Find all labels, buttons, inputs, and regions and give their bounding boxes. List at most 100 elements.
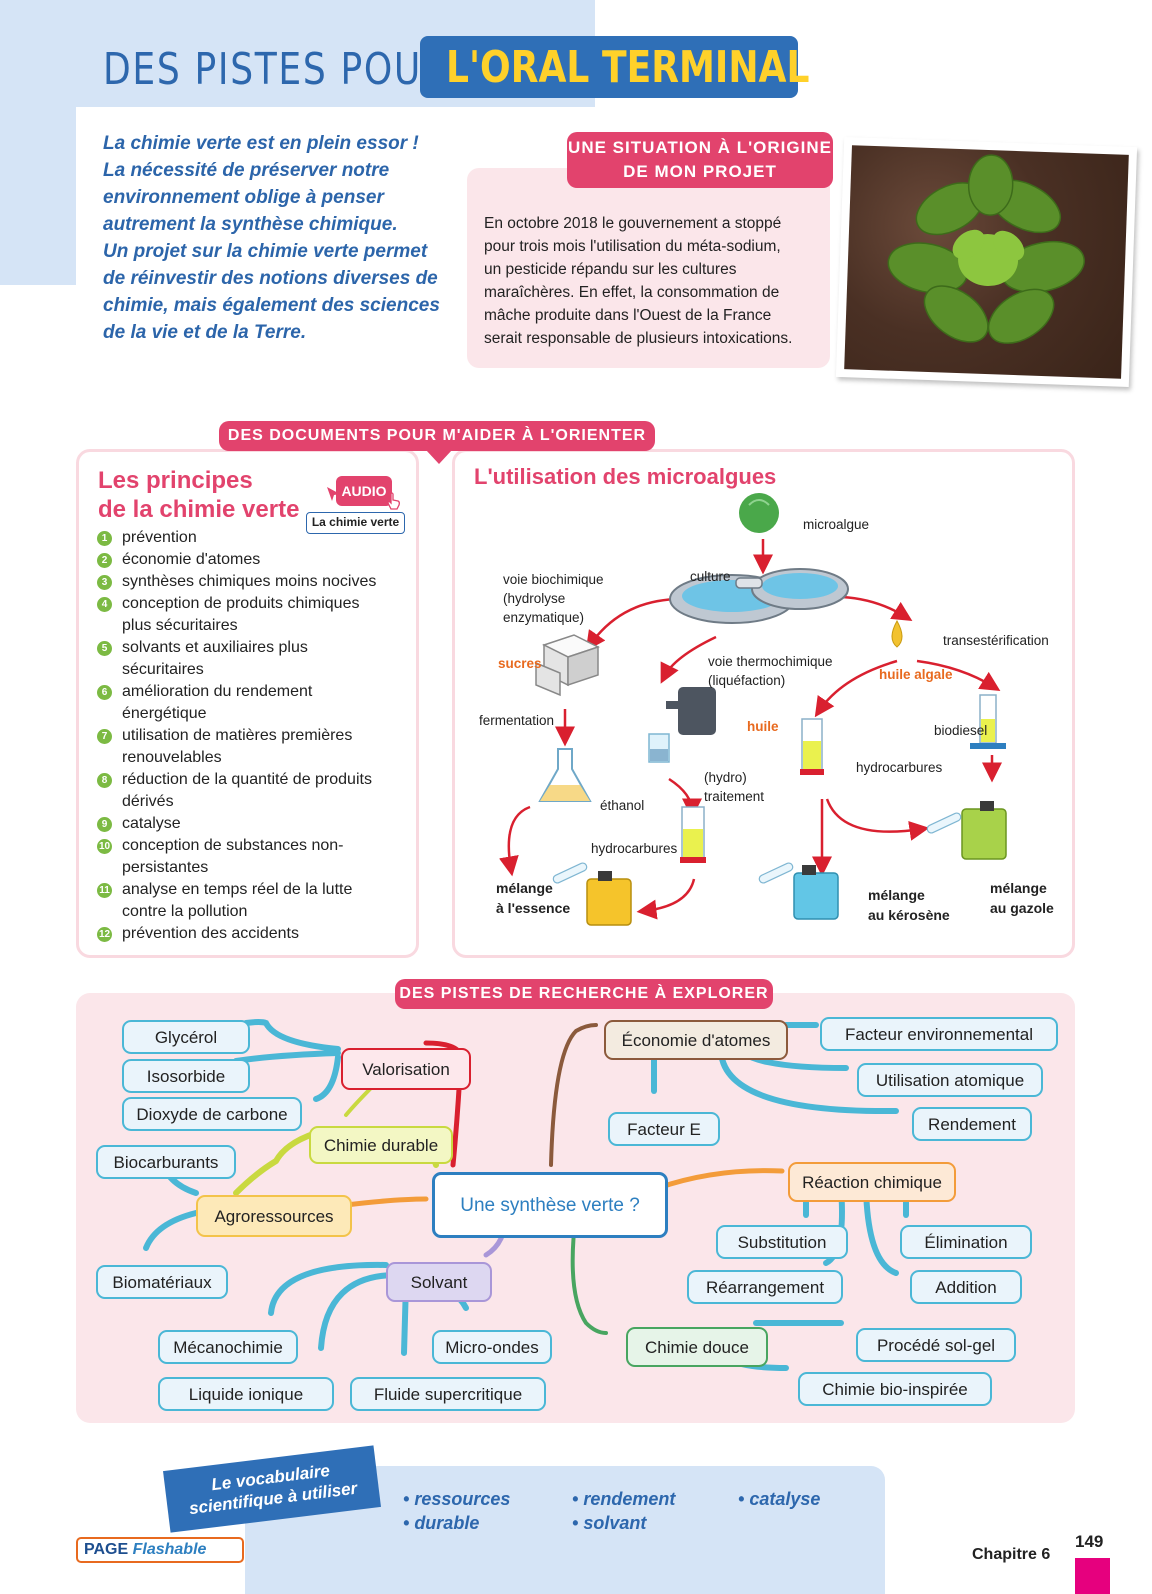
vocabulary-word: catalyse xyxy=(738,1487,820,1511)
hydrocarbures-tube-icon xyxy=(800,718,824,775)
principle-item: 6 amélioration du rendement énergétique xyxy=(97,681,412,725)
vocabulary-word: ressources xyxy=(403,1487,510,1511)
mindmap-isosorbide: Isosorbide xyxy=(122,1059,250,1093)
mindmap-biocarburants: Biocarburants xyxy=(96,1145,236,1179)
situation-line: mâche produite dans l'Ouest de la France xyxy=(484,307,772,324)
intro-line: La chimie verte est en plein essor ! xyxy=(103,133,419,154)
vocabulary-column: ressources durable xyxy=(403,1487,510,1535)
documents-tag-arrow xyxy=(426,450,452,464)
label-huile: huile xyxy=(747,719,779,734)
mindmap-chimie-durable: Chimie durable xyxy=(309,1126,453,1164)
label-transesterification: transestérification xyxy=(943,633,1049,648)
mindmap-rendement: Rendement xyxy=(912,1107,1032,1141)
principle-item: 5 solvants et auxiliaires plus sécuritaire… xyxy=(97,637,412,681)
intro-text: La chimie verte est en plein essor ! La … xyxy=(103,130,448,346)
situation-line: pour trois mois l'utilisation du méta-so… xyxy=(484,238,781,255)
mindmap-glycerol: Glycérol xyxy=(122,1020,250,1054)
microalgae-diagram xyxy=(499,493,1007,926)
label-melange-essence: mélange à l'essence xyxy=(496,880,571,916)
principle-item: 12 prévention des accidents xyxy=(97,925,299,942)
principle-item: 10 conception de substances non-persistan… xyxy=(97,837,344,876)
label-hydrotraitement: (hydro) traitement xyxy=(704,770,765,804)
label-voie-biochimique: voie biochimique (hydrolyse enzymatique) xyxy=(503,572,604,625)
principle-number: 6 xyxy=(97,685,112,700)
culture-ponds-icon xyxy=(669,568,849,624)
audio-badge: AUDIO xyxy=(336,476,392,506)
principle-number: 11 xyxy=(97,883,112,898)
label-melange-kerosene: mélange au kérosène xyxy=(868,887,950,923)
hydrocarbures-tube-2-icon xyxy=(680,806,706,863)
label-sucres: sucres xyxy=(498,656,542,671)
principle-item: 7 utilisation de matières premières renouv… xyxy=(97,725,412,769)
situation-line: un pesticide répandu sur les cultures xyxy=(484,261,737,278)
situation-box xyxy=(467,168,830,368)
principle-item: 1 prévention xyxy=(97,527,412,549)
principle-number: 9 xyxy=(97,817,112,832)
mindmap-center: Une synthèse verte ? xyxy=(432,1172,668,1238)
documents-tag: DES DOCUMENTS POUR M'AIDER À L'ORIENTER xyxy=(219,421,655,451)
research-tag: DES PISTES DE RECHERCHE À EXPLORER xyxy=(395,979,773,1009)
mindmap-reaction-chimique: Réaction chimique xyxy=(788,1162,956,1202)
principle-number: 2 xyxy=(97,553,112,568)
mindmap-facteur-e: Facteur E xyxy=(608,1112,720,1146)
intro-line: de la vie et de la Terre. xyxy=(103,322,307,343)
principle-number: 7 xyxy=(97,729,112,744)
audio-label: La chimie verte xyxy=(306,512,405,534)
principle-item: 8 réduction de la quantité de produits dér… xyxy=(97,769,412,813)
label-culture: culture xyxy=(690,569,731,584)
mindmap-valorisation: Valorisation xyxy=(341,1048,471,1090)
page-number: 149 xyxy=(1075,1532,1104,1551)
principles-title: Les principes de la chimie verte xyxy=(98,466,318,524)
principle-item: 2 économie d'atomes xyxy=(97,549,412,571)
gazole-jerrycan-icon xyxy=(926,801,1007,860)
lettuce-illustration xyxy=(887,154,1085,344)
chapter-label: Chapitre 6 xyxy=(972,1546,1051,1563)
vocabulary-word: durable xyxy=(403,1511,510,1535)
mindmap-chimie-douce: Chimie douce xyxy=(626,1327,768,1367)
audio-button[interactable]: AUDIO La chimie verte xyxy=(306,476,405,540)
label-hydrocarbures-right: hydrocarbures xyxy=(856,760,943,775)
principles-title-line: de la chimie verte xyxy=(98,496,300,523)
page-label: PAGE xyxy=(84,1541,129,1558)
situation-line: En octobre 2018 le gouvernement a stoppé xyxy=(484,215,782,232)
vocabulary-word: solvant xyxy=(572,1511,675,1535)
vocabulary-column: rendement solvant xyxy=(572,1487,675,1535)
page-flashable-badge[interactable]: PAGE Flashable xyxy=(76,1537,244,1563)
header-background-strip xyxy=(0,107,76,285)
principle-number: 12 xyxy=(97,927,112,942)
mindmap-bio-inspiree: Chimie bio-inspirée xyxy=(798,1372,992,1406)
situation-tag: UNE SITUATION À L'ORIGINE DE MON PROJET xyxy=(567,132,833,188)
principle-number: 3 xyxy=(97,575,112,590)
mindmap-substitution: Substitution xyxy=(716,1225,848,1259)
microalgae-cell-icon xyxy=(739,493,779,533)
situation-tag-line: DE MON PROJET xyxy=(623,162,777,181)
mindmap-mecanochimie: Mécanochimie xyxy=(158,1330,298,1364)
intro-line: autrement la synthèse chimique. xyxy=(103,214,398,235)
intro-line: de réinvestir des notions diverses de xyxy=(103,268,438,289)
page-title-left: DES PISTES POUR xyxy=(103,44,449,95)
principle-item: 3 synthèses chimiques moins nocives xyxy=(97,571,412,593)
essence-jerrycan-icon xyxy=(552,862,632,926)
sugar-cubes-icon xyxy=(535,634,600,697)
intro-line: Un projet sur la chimie verte permet xyxy=(103,241,428,262)
arrow-icon xyxy=(327,487,340,501)
mindmap-utilisation-atomique: Utilisation atomique xyxy=(857,1063,1043,1097)
principle-item: 11 analyse en temps réel de la lutte contr… xyxy=(97,879,412,923)
mindmap-agroressources: Agroressources xyxy=(196,1195,352,1237)
intro-line: environnement oblige à penser xyxy=(103,187,384,208)
mindmap-elimination: Élimination xyxy=(900,1225,1032,1259)
principle-number: 1 xyxy=(97,531,112,546)
label-ethanol: éthanol xyxy=(600,798,645,813)
principles-title-line: Les principes xyxy=(98,467,253,494)
vocabulary-column: catalyse xyxy=(738,1487,820,1511)
pointer-hand-icon xyxy=(387,492,400,510)
label-huile-algale: huile algale xyxy=(879,667,953,682)
label-microalgue: microalgue xyxy=(803,517,870,532)
situation-tag-line: UNE SITUATION À L'ORIGINE xyxy=(568,138,832,157)
kerosene-jerrycan-icon xyxy=(758,862,839,920)
lettuce-photo-image xyxy=(844,145,1129,379)
mindmap-economie-atomes: Économie d'atomes xyxy=(604,1020,788,1060)
intro-line: La nécessité de préserver notre xyxy=(103,160,390,181)
intro-line: chimie, mais également des sciences xyxy=(103,295,440,316)
label-voie-thermochimique: voie thermochimique (liquéfaction) xyxy=(708,654,833,688)
